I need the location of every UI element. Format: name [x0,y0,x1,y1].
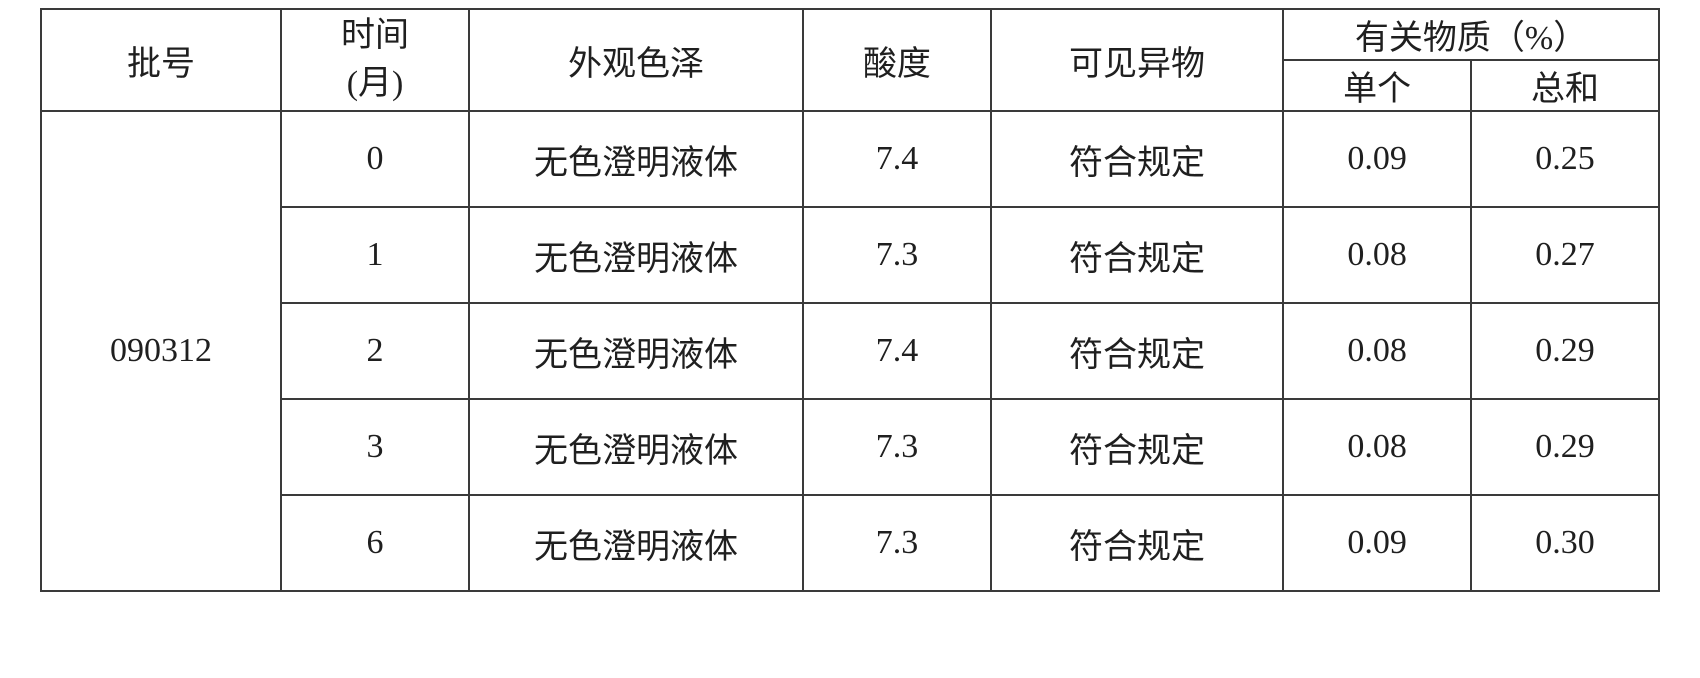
cell-foreign: 符合规定 [991,303,1283,399]
cell-batch: 090312 [41,111,281,591]
table-row: 090312 0 无色澄明液体 7.4 符合规定 0.09 0.25 [41,111,1659,207]
cell-total: 0.29 [1471,303,1659,399]
cell-appearance: 无色澄明液体 [469,495,803,591]
cell-time: 0 [281,111,469,207]
table-container: 批号 时间 (月) 外观色泽 酸度 可见异物 有关物质（%） 单个 总和 090… [0,0,1700,600]
table-row: 1 无色澄明液体 7.3 符合规定 0.08 0.27 [41,207,1659,303]
header-row-1: 批号 时间 (月) 外观色泽 酸度 可见异物 有关物质（%） [41,9,1659,60]
cell-foreign: 符合规定 [991,399,1283,495]
hdr-related-group: 有关物质（%） [1283,9,1659,60]
cell-appearance: 无色澄明液体 [469,207,803,303]
cell-time: 2 [281,303,469,399]
cell-foreign: 符合规定 [991,207,1283,303]
table-row: 3 无色澄明液体 7.3 符合规定 0.08 0.29 [41,399,1659,495]
cell-single: 0.09 [1283,111,1471,207]
cell-time: 6 [281,495,469,591]
hdr-time: 时间 (月) [281,9,469,111]
cell-single: 0.08 [1283,399,1471,495]
hdr-foreign: 可见异物 [991,9,1283,111]
cell-single: 0.08 [1283,207,1471,303]
cell-acidity: 7.4 [803,111,991,207]
stability-table: 批号 时间 (月) 外观色泽 酸度 可见异物 有关物质（%） 单个 总和 090… [40,8,1660,592]
cell-total: 0.25 [1471,111,1659,207]
cell-appearance: 无色澄明液体 [469,303,803,399]
cell-appearance: 无色澄明液体 [469,111,803,207]
cell-foreign: 符合规定 [991,111,1283,207]
hdr-time-line1: 时间 [282,12,468,60]
cell-single: 0.08 [1283,303,1471,399]
cell-acidity: 7.3 [803,207,991,303]
hdr-acidity: 酸度 [803,9,991,111]
table-row: 6 无色澄明液体 7.3 符合规定 0.09 0.30 [41,495,1659,591]
cell-time: 1 [281,207,469,303]
cell-acidity: 7.3 [803,399,991,495]
cell-total: 0.29 [1471,399,1659,495]
cell-foreign: 符合规定 [991,495,1283,591]
hdr-appearance: 外观色泽 [469,9,803,111]
cell-single: 0.09 [1283,495,1471,591]
cell-total: 0.30 [1471,495,1659,591]
cell-total: 0.27 [1471,207,1659,303]
cell-time: 3 [281,399,469,495]
cell-appearance: 无色澄明液体 [469,399,803,495]
hdr-batch: 批号 [41,9,281,111]
hdr-time-line2: (月) [282,60,468,108]
hdr-related-total: 总和 [1471,60,1659,111]
cell-acidity: 7.3 [803,495,991,591]
hdr-related-single: 单个 [1283,60,1471,111]
table-row: 2 无色澄明液体 7.4 符合规定 0.08 0.29 [41,303,1659,399]
cell-acidity: 7.4 [803,303,991,399]
